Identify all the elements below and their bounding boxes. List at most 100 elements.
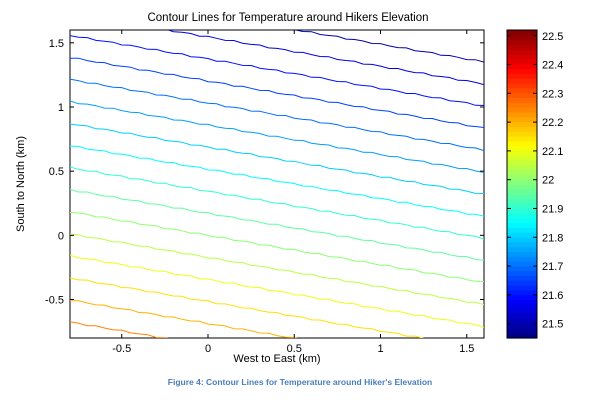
x-tick-label: 0.5 [287, 343, 302, 355]
contour-line [70, 35, 484, 106]
colorbar-cell [507, 145, 537, 151]
contour-line [70, 389, 484, 400]
colorbar-cell [507, 198, 537, 204]
plot-area [69, 29, 485, 339]
contour-line [70, 254, 484, 328]
colorbar-cell [507, 34, 537, 41]
colorbar-tick-label: 21.5 [542, 319, 563, 331]
contour-line [70, 212, 484, 283]
colorbar-cell [507, 241, 537, 248]
colorbar-cell [507, 212, 537, 219]
colorbar-cell [507, 82, 537, 89]
colorbar [506, 29, 538, 339]
colorbar-cell [507, 131, 537, 137]
colorbar-cell [507, 159, 537, 166]
colorbar-cell [507, 256, 537, 262]
x-tick-label: 0 [205, 343, 211, 355]
colorbar-cell [507, 265, 537, 272]
y-tick-label: 0.5 [49, 166, 64, 178]
colorbar-cell [507, 193, 537, 200]
colorbar-cell [507, 97, 537, 103]
colorbar-tick-label: 22.2 [542, 117, 563, 129]
contour-line [70, 123, 484, 194]
contour-line [70, 188, 484, 261]
colorbar-cell [507, 135, 537, 142]
y-axis-label: South to North (km) [15, 136, 27, 232]
colorbar-cell [507, 217, 537, 224]
colorbar-cell [507, 289, 537, 296]
colorbar-cell [507, 280, 537, 286]
contour-line [70, 57, 484, 128]
y-tick-label: 0 [58, 230, 64, 242]
colorbar-cell [507, 184, 537, 190]
colorbar-cell [507, 299, 537, 305]
colorbar-cell [507, 232, 537, 238]
colorbar-cell [507, 68, 537, 74]
colorbar-cell [507, 58, 537, 65]
colorbar-cell [507, 73, 537, 79]
colorbar-cell [507, 309, 537, 315]
colorbar-cell [507, 116, 537, 123]
colorbar-tick-label: 22 [542, 175, 554, 187]
colorbar-cell [507, 44, 537, 50]
colorbar-cell [507, 150, 537, 156]
colorbar-cell [507, 92, 537, 98]
colorbar-cell [507, 208, 537, 214]
colorbar-cell [507, 179, 537, 185]
colorbar-cell [507, 169, 537, 175]
y-axis-ticks: -0.5 0 0.5 1 1.5 [45, 38, 484, 307]
colorbar-cell [507, 174, 537, 180]
colorbar-tick-label: 21.8 [542, 232, 563, 244]
colorbar-cell [507, 78, 537, 84]
contour-line [70, 300, 298, 338]
colorbar-tick-label: 22.4 [542, 60, 563, 72]
colorbar-cell [507, 236, 537, 243]
colorbar-cell [507, 222, 537, 228]
x-axis-ticks: -0.5 0 0.5 1 1.5 [112, 30, 474, 355]
colorbar-cell [507, 121, 537, 127]
colorbar-cell [507, 275, 537, 281]
colorbar-tick-label: 21.6 [542, 290, 563, 302]
x-tick-label: 1 [377, 343, 383, 355]
colorbar-cell [507, 87, 537, 94]
colorbar-cell [507, 261, 537, 267]
colorbar-cell [507, 304, 537, 310]
colorbar-frame [506, 29, 538, 339]
colorbar-cell [507, 227, 537, 233]
colorbar-tick-label: 22.5 [542, 31, 563, 43]
colorbar-cell [507, 102, 537, 108]
colorbar-cell [507, 246, 537, 252]
contour-line [70, 100, 484, 173]
colorbar-tick-label: 21.7 [542, 261, 563, 273]
colorbar-ticks: 21.5 21.6 21.7 21.8 21.9 22 22.1 22.2 22.3 22.4 22… [507, 31, 563, 331]
colorbar-cell [507, 270, 537, 277]
colorbar-cell [507, 126, 537, 132]
colorbar-cell [507, 188, 537, 195]
contour-line [70, 78, 484, 152]
colorbar-cell [507, 323, 537, 329]
colorbar-cell [507, 111, 537, 118]
y-tick-label: 1.5 [49, 38, 64, 50]
contour-lines [70, 30, 484, 400]
colorbar-tick-label: 22.3 [542, 88, 563, 100]
colorbar-cell [507, 313, 537, 320]
colorbar-cell [507, 318, 537, 325]
contour-line [166, 30, 484, 86]
colorbar-cell [507, 333, 537, 339]
colorbar-cell [507, 39, 537, 46]
y-tick-label: -0.5 [45, 295, 64, 307]
colorbar-cell [507, 203, 537, 209]
colorbar-cell [507, 54, 537, 60]
figure-caption: Figure 4: Contour Lines for Temperature … [167, 377, 433, 387]
contour-line [70, 166, 484, 240]
colorbar-cell [507, 107, 537, 113]
colorbar-cell [507, 164, 537, 171]
colorbar-tick-label: 21.9 [542, 203, 563, 215]
y-tick-label: 1 [58, 102, 64, 114]
colorbar-tick-label: 22.1 [542, 146, 563, 158]
colorbar-cell [507, 30, 537, 36]
colorbar-cell [507, 140, 537, 147]
chart-title: Contour Lines for Temperature around Hik… [147, 12, 428, 24]
x-tick-label: 1.5 [459, 343, 474, 355]
